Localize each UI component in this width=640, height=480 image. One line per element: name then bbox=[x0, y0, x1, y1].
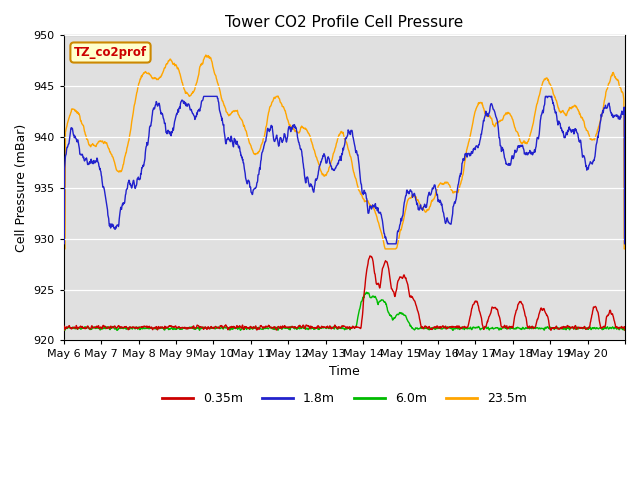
Legend: 0.35m, 1.8m, 6.0m, 23.5m: 0.35m, 1.8m, 6.0m, 23.5m bbox=[157, 387, 532, 410]
X-axis label: Time: Time bbox=[329, 365, 360, 378]
Y-axis label: Cell Pressure (mBar): Cell Pressure (mBar) bbox=[15, 124, 28, 252]
Text: TZ_co2prof: TZ_co2prof bbox=[74, 46, 147, 59]
Title: Tower CO2 Profile Cell Pressure: Tower CO2 Profile Cell Pressure bbox=[225, 15, 463, 30]
